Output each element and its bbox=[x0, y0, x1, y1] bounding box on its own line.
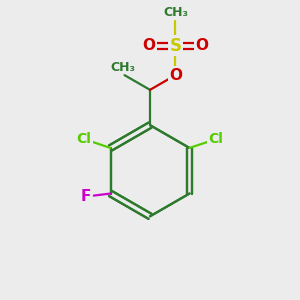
Text: O: O bbox=[142, 38, 155, 53]
Text: O: O bbox=[195, 38, 208, 53]
Text: S: S bbox=[169, 37, 181, 55]
Text: O: O bbox=[169, 68, 182, 82]
Text: Cl: Cl bbox=[76, 132, 92, 146]
Text: Cl: Cl bbox=[208, 132, 224, 146]
Text: F: F bbox=[80, 189, 91, 204]
Text: CH₃: CH₃ bbox=[111, 61, 136, 74]
Text: CH₃: CH₃ bbox=[163, 6, 188, 19]
